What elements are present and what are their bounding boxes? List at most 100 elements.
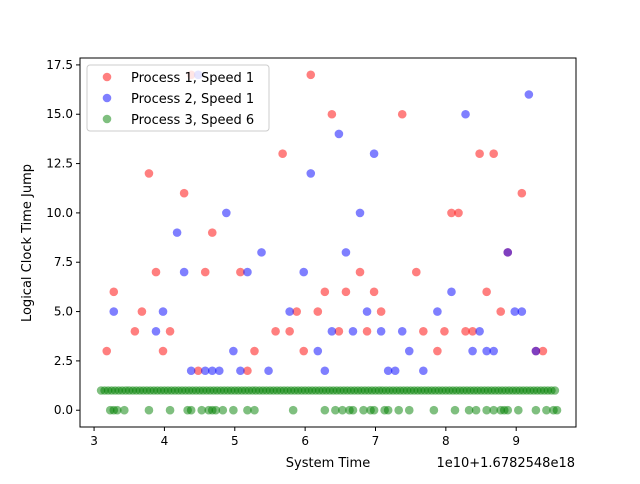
process-3-point [503, 405, 513, 415]
process-1-point [179, 188, 189, 198]
legend-marker [102, 114, 112, 124]
process-3-point [218, 405, 228, 415]
process-1-point [327, 109, 337, 119]
process-2-point [397, 326, 407, 336]
process-1-point [411, 267, 421, 277]
process-1-point [419, 326, 428, 336]
process-1-point [144, 169, 154, 178]
process-3-point [250, 405, 259, 415]
process-3-point [383, 405, 393, 415]
x-tick-label: 3 [90, 434, 98, 448]
process-3-point [394, 405, 404, 415]
y-axis-label: Logical Clock Time Jump [20, 164, 35, 322]
process-1-point [334, 326, 344, 336]
process-2-point [257, 248, 266, 257]
process-2-point [151, 326, 161, 336]
process-1-point [454, 208, 463, 218]
process-1-point [151, 267, 161, 277]
x-tick-label: 9 [512, 434, 520, 448]
process-2-point [475, 326, 484, 336]
process-3-point [243, 405, 252, 415]
y-tick-label: 7.5 [54, 255, 73, 269]
legend-box [86, 64, 270, 132]
process-1-point [369, 287, 379, 297]
data-points [96, 70, 562, 415]
process-3-point [450, 405, 460, 415]
process-2-point [390, 366, 400, 376]
process-2-point [285, 307, 294, 316]
process-3-point [542, 405, 551, 415]
process-1-point [313, 307, 323, 316]
process-2-point [524, 90, 534, 99]
process-2-point [369, 149, 379, 159]
process-1-point [243, 366, 252, 376]
process-3-point [552, 405, 562, 415]
process-1-point [285, 326, 294, 336]
process-2-point [383, 366, 393, 376]
process-2-point [341, 248, 351, 257]
y-tick-label: 10.0 [46, 206, 73, 220]
y-axis-ticks: 0.0 2.5 5.0 7.5 10.0 12.5 15.0 17.5 [46, 58, 80, 417]
process-2-point [461, 109, 470, 119]
process-1-point [320, 287, 330, 297]
process-2-point [179, 267, 189, 277]
process-2-point [348, 326, 358, 336]
y-tick-label: 2.5 [54, 354, 73, 368]
process-1-point [271, 326, 280, 336]
process-2-point [264, 366, 273, 376]
process-1-point [362, 326, 372, 336]
process-1-point [165, 326, 175, 336]
process-2-point [306, 169, 316, 178]
process-1-point [447, 208, 456, 218]
process-2-point [215, 366, 224, 376]
process-1-point [102, 346, 112, 356]
process-1-point [355, 267, 365, 277]
process-1-point [517, 188, 527, 198]
process-2-point [186, 366, 196, 376]
process-2-point [531, 346, 541, 356]
x-tick-label: 4 [161, 434, 169, 448]
process-3-point [471, 405, 481, 415]
process-1-point [278, 149, 287, 159]
process-1-point [109, 287, 119, 297]
y-tick-label: 17.5 [46, 58, 73, 72]
process-3-point [531, 405, 541, 415]
y-tick-label: 0.0 [54, 403, 73, 417]
process-1-point [440, 326, 449, 336]
process-2-point [109, 307, 119, 316]
y-tick-label: 12.5 [46, 157, 73, 171]
process-3-point [514, 405, 523, 415]
process-3-point [404, 405, 414, 415]
process-2-point [229, 346, 238, 356]
process-1-point [158, 346, 168, 356]
legend-marker [102, 93, 112, 103]
process-1-point [482, 287, 491, 297]
legend-label: Process 2, Speed 1 [131, 92, 254, 107]
legend-label: Process 3, Speed 6 [131, 113, 254, 128]
process-2-point [327, 326, 337, 336]
process-3-point [197, 405, 207, 415]
process-3-point [348, 405, 358, 415]
process-1-point [130, 326, 140, 336]
process-2-point [243, 267, 252, 277]
process-2-point [320, 366, 330, 376]
process-2-point [489, 346, 498, 356]
process-2-point [376, 326, 386, 336]
process-3-point [165, 405, 175, 415]
process-1-point [397, 109, 407, 119]
process-3-point [338, 405, 347, 415]
plot-frame [79, 57, 577, 428]
process-2-point [313, 346, 323, 356]
y-tick-label: 5.0 [54, 305, 73, 319]
process-1-point [475, 149, 484, 159]
process-2-point [172, 228, 182, 237]
process-1-point [236, 267, 245, 277]
process-2-point [362, 307, 372, 316]
process-2-point [404, 346, 414, 356]
process-2-point [299, 267, 309, 277]
x-axis-label: System Time [286, 456, 370, 471]
process-3-point [320, 405, 330, 415]
process-3-point [229, 405, 238, 415]
process-3-point [482, 405, 491, 415]
